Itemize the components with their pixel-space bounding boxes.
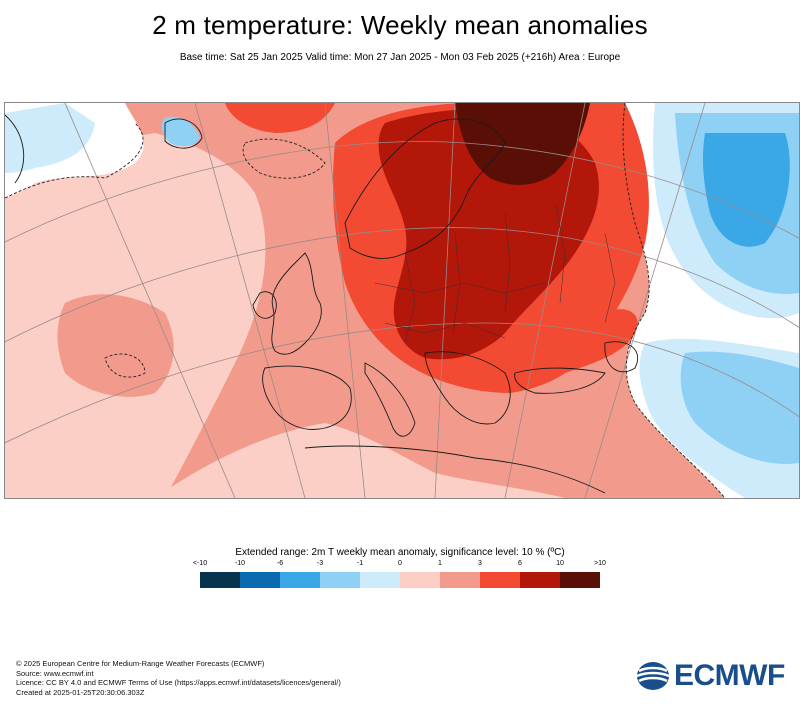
ecmwf-logo-text: ECMWF <box>674 659 785 692</box>
coastlines <box>5 114 639 494</box>
anomaly-red-greenland-sea <box>225 103 335 133</box>
footer-credits: © 2025 European Centre for Medium-Range … <box>16 659 341 697</box>
legend-swatch <box>320 572 361 588</box>
legend-swatch <box>480 572 521 588</box>
legend-swatch <box>560 572 600 588</box>
legend-tick: 3 <box>478 560 482 567</box>
legend-swatch <box>280 572 321 588</box>
significance-contours <box>5 103 726 498</box>
footer-licence: Licence: CC BY 4.0 and ECMWF Terms of Us… <box>16 678 341 688</box>
legend-swatch <box>200 572 241 588</box>
graticule <box>5 103 799 498</box>
anomaly-mid-blue-south <box>680 351 799 464</box>
legend-swatch <box>400 572 441 588</box>
legend-tick: -1 <box>356 560 364 567</box>
anomaly-red-balkans <box>485 309 638 375</box>
anomaly-mid-blue-greenland <box>161 116 200 147</box>
legend-tick: 1 <box>438 560 442 567</box>
legend-title: Extended range: 2m T weekly mean anomaly… <box>235 547 565 558</box>
legend-colorbar <box>200 572 600 588</box>
legend-tick: 6 <box>518 560 522 567</box>
ecmwf-globe-icon <box>636 662 670 690</box>
ecmwf-logo[interactable]: ECMWF <box>636 659 786 693</box>
legend-ticks: <-10 -10 -6 -3 -1 0 1 3 6 10 >10 <box>0 560 800 572</box>
legend-tick: >10 <box>594 560 606 567</box>
legend-swatch <box>360 572 401 588</box>
chart-subtitle: Base time: Sat 25 Jan 2025 Valid time: M… <box>179 52 621 63</box>
legend-swatch <box>240 572 281 588</box>
anomaly-map[interactable] <box>4 102 800 499</box>
legend-tick: -3 <box>316 560 324 567</box>
country-borders <box>374 202 616 344</box>
legend-swatch <box>440 572 481 588</box>
legend-tick: 0 <box>398 560 402 567</box>
legend-tick: -10 <box>234 560 246 567</box>
anomaly-very-light-red-south <box>155 423 565 498</box>
legend-tick: 10 <box>556 560 564 567</box>
footer-copyright: © 2025 European Centre for Medium-Range … <box>16 659 265 668</box>
chart-title: 2 m temperature: Weekly mean anomalies <box>152 10 648 40</box>
legend-swatch <box>520 572 561 588</box>
legend-tick: <-10 <box>192 560 208 567</box>
footer-source: Source: www.ecmwf.int <box>16 668 94 678</box>
anomaly-blue-core <box>702 133 790 247</box>
footer-created: Created at 2025-01-25T20:30:06.303Z <box>16 687 145 697</box>
anomaly-light-red-atlantic-patch <box>57 294 174 397</box>
legend-tick: -6 <box>276 560 284 567</box>
